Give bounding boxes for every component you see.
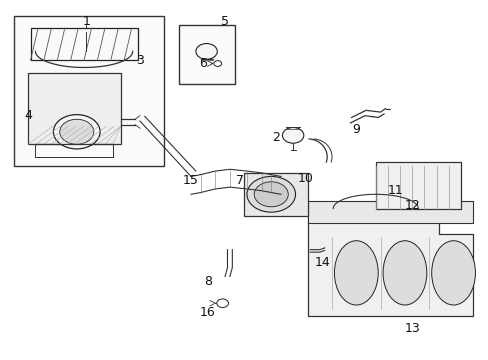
Polygon shape — [307, 208, 472, 316]
Text: 15: 15 — [183, 174, 199, 186]
Text: 6: 6 — [199, 57, 207, 71]
Text: 13: 13 — [404, 322, 419, 335]
Text: 2: 2 — [272, 131, 280, 144]
Text: 1: 1 — [82, 14, 90, 27]
Bar — [307, 202, 472, 223]
Text: 16: 16 — [200, 306, 216, 319]
Circle shape — [282, 127, 303, 143]
Text: 10: 10 — [297, 172, 313, 185]
Text: 9: 9 — [352, 123, 360, 136]
Circle shape — [213, 61, 221, 66]
Text: 12: 12 — [404, 198, 419, 212]
Text: 4: 4 — [24, 109, 32, 122]
Bar — [30, 28, 137, 60]
Circle shape — [246, 176, 295, 212]
Circle shape — [254, 182, 287, 207]
Circle shape — [216, 299, 228, 307]
Bar — [244, 173, 307, 216]
Text: 11: 11 — [386, 184, 402, 197]
Circle shape — [53, 114, 100, 149]
Bar — [375, 162, 460, 208]
Circle shape — [196, 44, 217, 59]
Ellipse shape — [382, 241, 426, 305]
Text: 14: 14 — [314, 256, 329, 269]
Text: 5: 5 — [221, 14, 228, 27]
Circle shape — [60, 119, 94, 144]
Text: 7: 7 — [235, 174, 243, 186]
Bar — [14, 16, 164, 166]
Ellipse shape — [431, 241, 474, 305]
Ellipse shape — [334, 241, 377, 305]
Text: 3: 3 — [136, 54, 143, 67]
Text: 8: 8 — [203, 275, 212, 288]
Bar — [179, 24, 234, 84]
Bar — [28, 73, 120, 144]
